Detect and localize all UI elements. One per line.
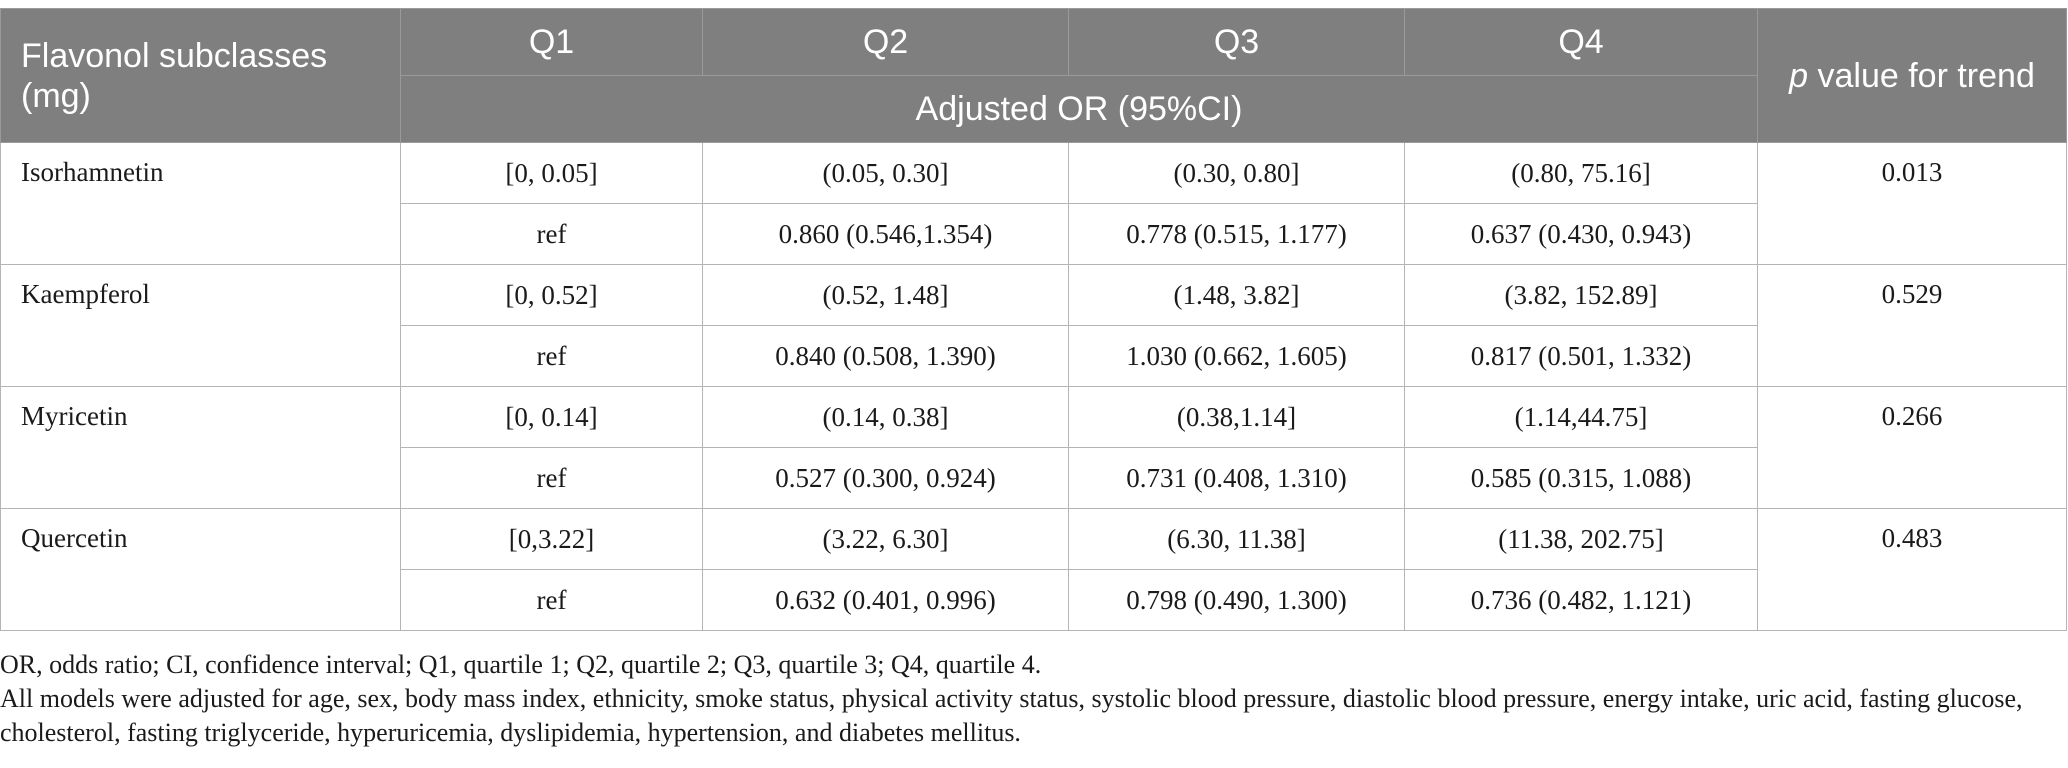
p-value-quercetin: 0.483: [1757, 508, 2067, 631]
range-cell-isorhamnetin-q3: (0.30, 0.80]: [1068, 142, 1405, 204]
range-cell-isorhamnetin-q1: [0, 0.05]: [400, 142, 703, 204]
table-footnotes: OR, odds ratio; CI, confidence interval;…: [0, 648, 2060, 750]
or-cell-isorhamnetin-q4: 0.637 (0.430, 0.943): [1404, 203, 1758, 265]
or-cell-quercetin-q2: 0.632 (0.401, 0.996): [702, 569, 1069, 631]
range-cell-myricetin-q2: (0.14, 0.38]: [702, 386, 1069, 448]
or-cell-myricetin-q2: 0.527 (0.300, 0.924): [702, 447, 1069, 509]
p-value-kaempferol: 0.529: [1757, 264, 2067, 387]
table-row-isorhamnetin-range: Isorhamnetin [0, 0.05] (0.05, 0.30] (0.30, …: [0, 142, 2067, 265]
or-cell-kaempferol-q1: ref: [400, 325, 703, 387]
header-p-italic: p: [1789, 56, 1809, 95]
table-row-kaempferol-range: Kaempferol [0, 0.52] (0.52, 1.48] (1.48, 3.…: [0, 264, 2067, 387]
footnote-abbreviations: OR, odds ratio; CI, confidence interval;…: [0, 650, 1042, 679]
table-body: Isorhamnetin [0, 0.05] (0.05, 0.30] (0.30, …: [0, 142, 2067, 631]
range-cell-myricetin-q4: (1.14,44.75]: [1404, 386, 1758, 448]
header-q3: Q3: [1068, 8, 1405, 76]
flavonol-table-container: Flavonol subclasses (mg) Q1 Q2 Q3 Q4 p v…: [0, 8, 2068, 631]
range-cell-quercetin-q1: [0,3.22]: [400, 508, 703, 570]
or-cell-isorhamnetin-q1: ref: [400, 203, 703, 265]
flavonol-or-table: Flavonol subclasses (mg) Q1 Q2 Q3 Q4 p v…: [0, 8, 2067, 631]
row-name-kaempferol: Kaempferol: [0, 264, 401, 387]
row-name-quercetin: Quercetin: [0, 508, 401, 631]
range-cell-myricetin-q1: [0, 0.14]: [400, 386, 703, 448]
header-adjusted-or: Adjusted OR (95%CI): [400, 75, 1758, 143]
header-row-2: Adjusted OR (95%CI): [1, 75, 2067, 143]
footnote-adjustment: All models were adjusted for age, sex, b…: [0, 684, 2023, 747]
header-q1: Q1: [400, 8, 703, 76]
range-cell-myricetin-q3: (0.38,1.14]: [1068, 386, 1405, 448]
p-value-myricetin: 0.266: [1757, 386, 2067, 509]
header-q4: Q4: [1404, 8, 1758, 76]
row-name-isorhamnetin: Isorhamnetin: [0, 142, 401, 265]
or-cell-quercetin-q1: ref: [400, 569, 703, 631]
range-cell-isorhamnetin-q2: (0.05, 0.30]: [702, 142, 1069, 204]
table-row-myricetin-range: Myricetin [0, 0.14] (0.14, 0.38] (0.38,1.14…: [0, 386, 2067, 509]
row-name-myricetin: Myricetin: [0, 386, 401, 509]
table-row-myricetin-or: ref 0.527 (0.300, 0.924) 0.731 (0.408, 1.3…: [1, 447, 2067, 509]
range-cell-quercetin-q3: (6.30, 11.38]: [1068, 508, 1405, 570]
or-cell-kaempferol-q3: 1.030 (0.662, 1.605): [1068, 325, 1405, 387]
or-cell-kaempferol-q4: 0.817 (0.501, 1.332): [1404, 325, 1758, 387]
or-cell-kaempferol-q2: 0.840 (0.508, 1.390): [702, 325, 1069, 387]
range-cell-kaempferol-q1: [0, 0.52]: [400, 264, 703, 326]
range-cell-quercetin-q4: (11.38, 202.75]: [1404, 508, 1758, 570]
or-cell-quercetin-q3: 0.798 (0.490, 1.300): [1068, 569, 1405, 631]
header-q2: Q2: [702, 8, 1069, 76]
or-cell-quercetin-q4: 0.736 (0.482, 1.121): [1404, 569, 1758, 631]
range-cell-quercetin-q2: (3.22, 6.30]: [702, 508, 1069, 570]
header-p-value-for-trend: p value for trend: [1757, 8, 2067, 143]
table-row-quercetin-range: Quercetin [0,3.22] (3.22, 6.30] (6.30, 11.3…: [0, 508, 2067, 631]
table-row-quercetin-or: ref 0.632 (0.401, 0.996) 0.798 (0.490, 1.3…: [1, 569, 2067, 631]
table-row-isorhamnetin-or: ref 0.860 (0.546,1.354) 0.778 (0.515, 1.17…: [1, 203, 2067, 265]
or-cell-isorhamnetin-q3: 0.778 (0.515, 1.177): [1068, 203, 1405, 265]
or-cell-isorhamnetin-q2: 0.860 (0.546,1.354): [702, 203, 1069, 265]
header-flavonol-subclasses: Flavonol subclasses (mg): [0, 8, 401, 143]
table-header: Flavonol subclasses (mg) Q1 Q2 Q3 Q4 p v…: [0, 8, 2067, 143]
p-value-isorhamnetin: 0.013: [1757, 142, 2067, 265]
or-cell-myricetin-q3: 0.731 (0.408, 1.310): [1068, 447, 1405, 509]
range-cell-kaempferol-q4: (3.82, 152.89]: [1404, 264, 1758, 326]
table-row-kaempferol-or: ref 0.840 (0.508, 1.390) 1.030 (0.662, 1.6…: [1, 325, 2067, 387]
header-p-rest: value for trend: [1808, 56, 2035, 95]
range-cell-kaempferol-q2: (0.52, 1.48]: [702, 264, 1069, 326]
or-cell-myricetin-q1: ref: [400, 447, 703, 509]
range-cell-isorhamnetin-q4: (0.80, 75.16]: [1404, 142, 1758, 204]
or-cell-myricetin-q4: 0.585 (0.315, 1.088): [1404, 447, 1758, 509]
header-row-1: Flavonol subclasses (mg) Q1 Q2 Q3 Q4 p v…: [0, 8, 2067, 143]
range-cell-kaempferol-q3: (1.48, 3.82]: [1068, 264, 1405, 326]
